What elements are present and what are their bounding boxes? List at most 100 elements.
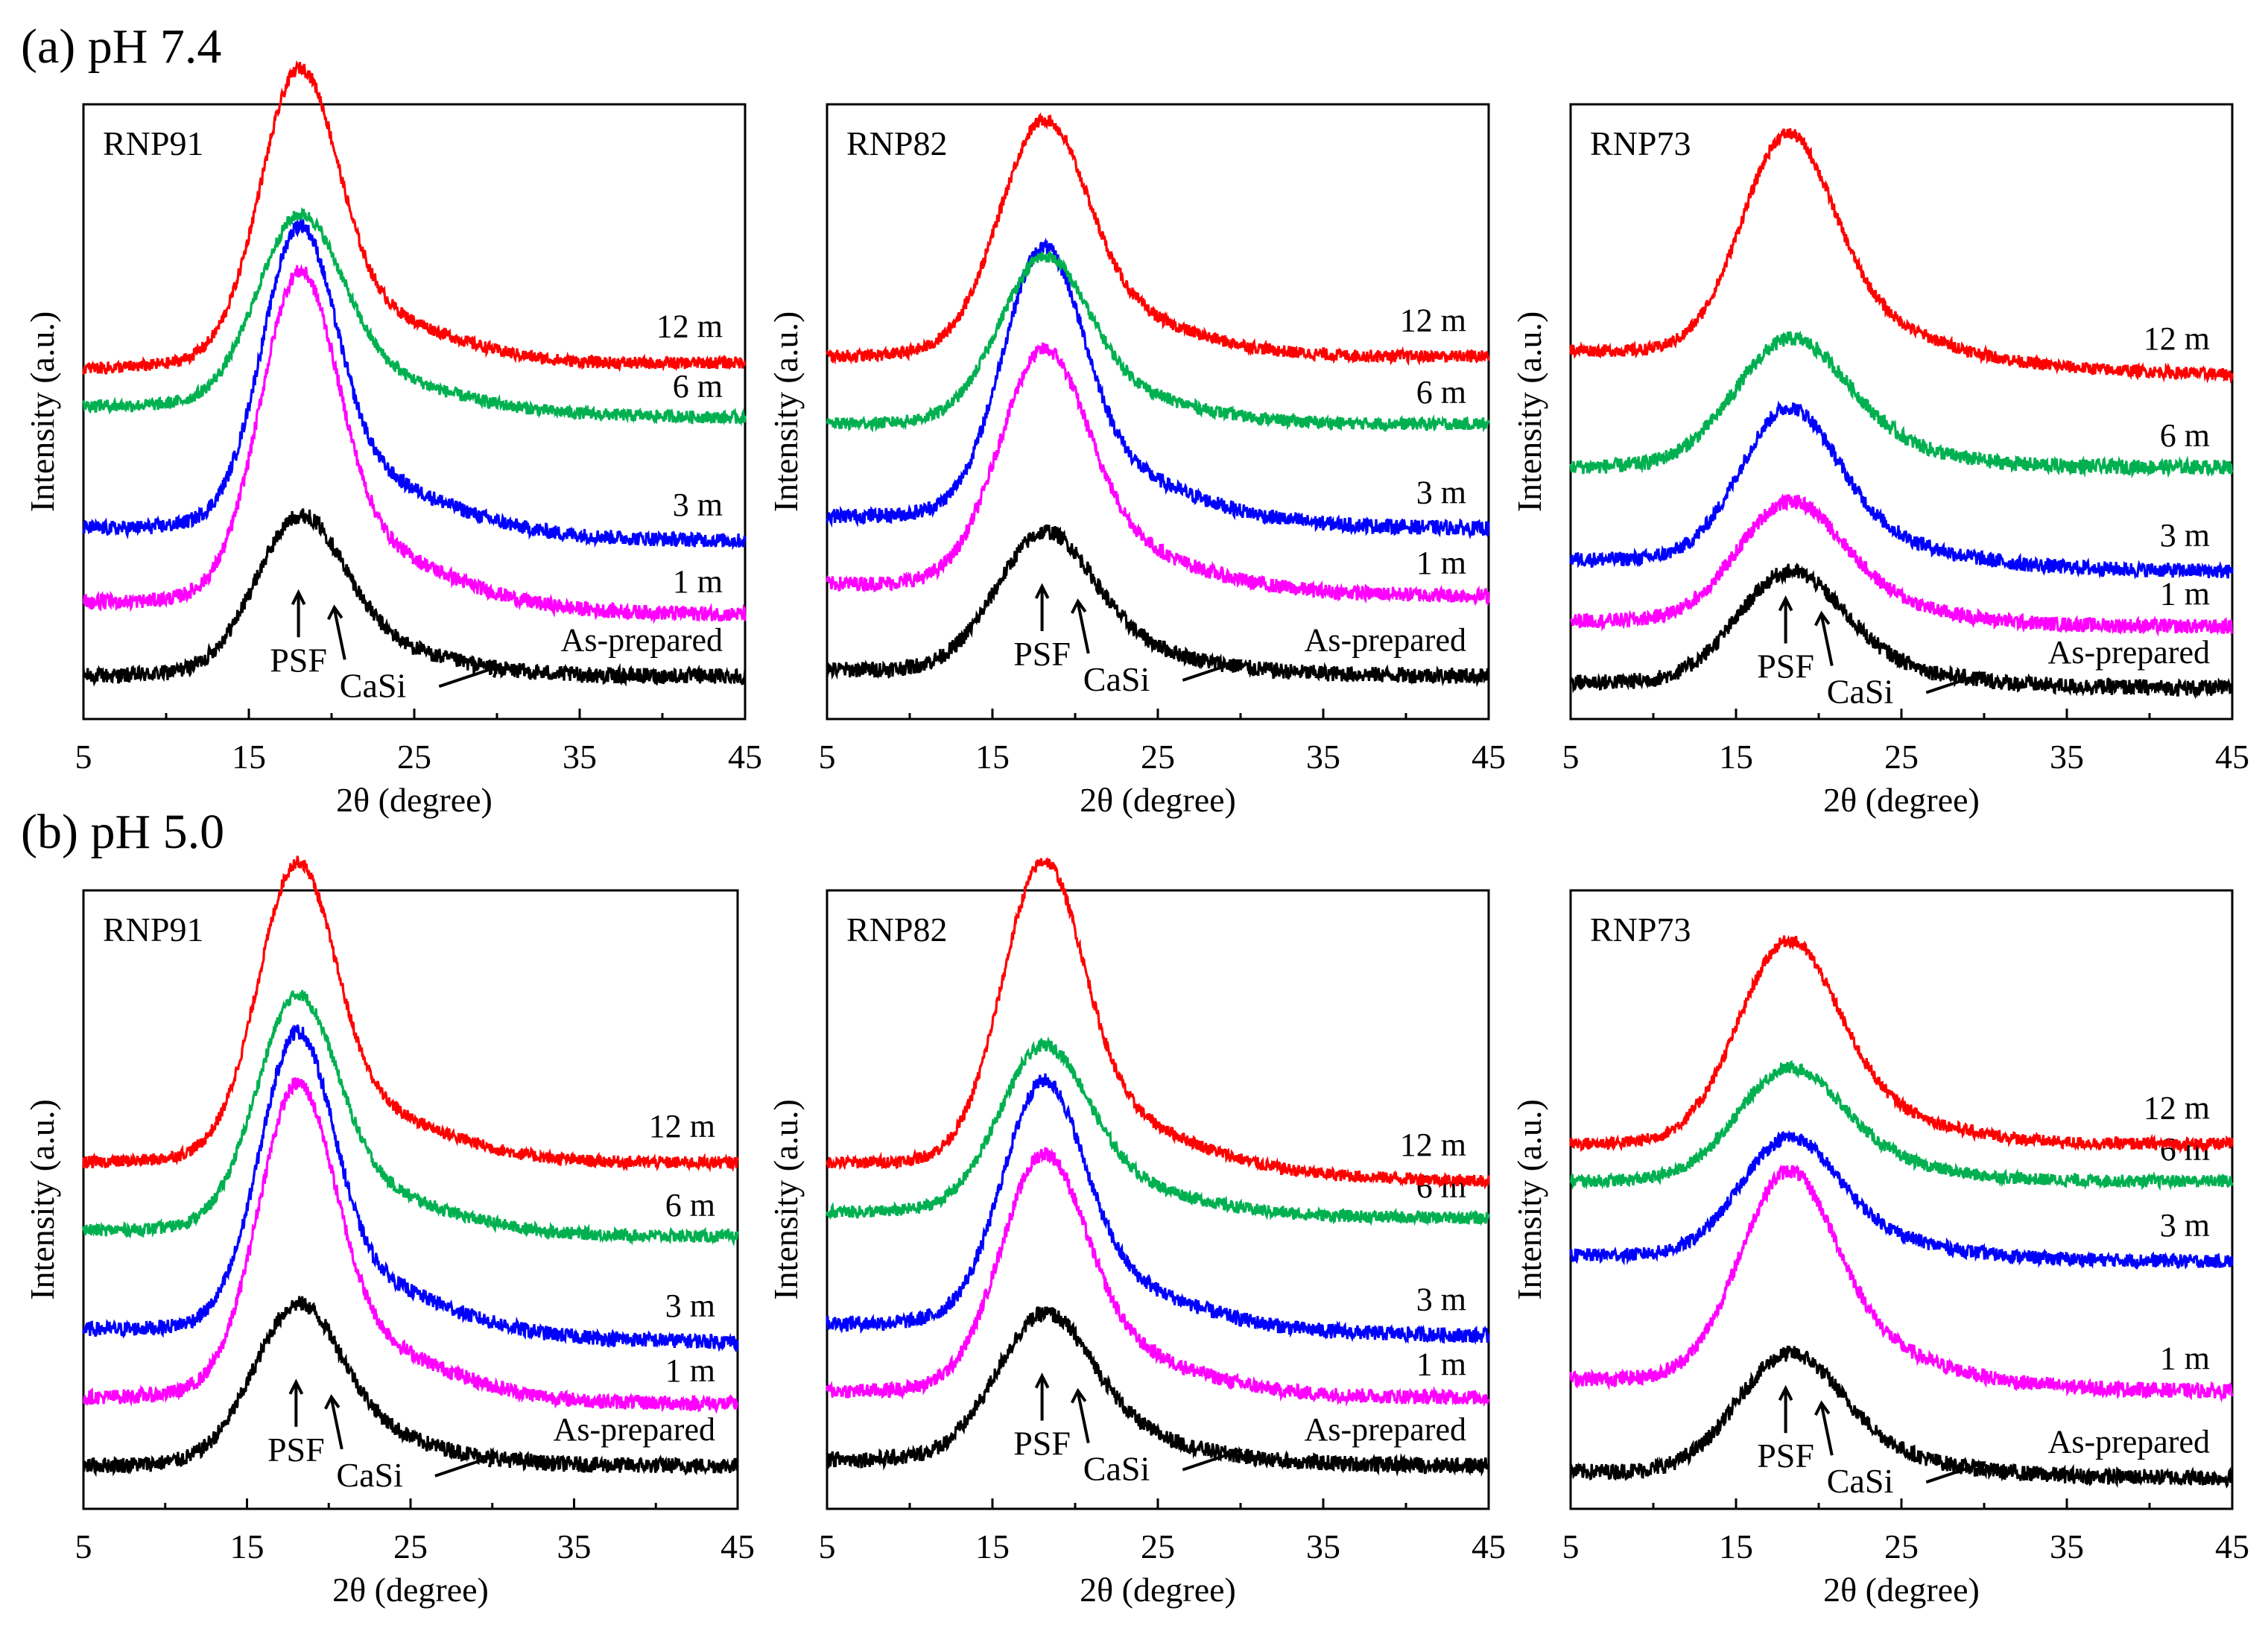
x-tick-label: 45 xyxy=(1472,1527,1506,1565)
y-axis-label: Intensity (a.u.) xyxy=(23,1099,61,1300)
series-label: 12 m xyxy=(2144,320,2210,357)
x-tick-label: 5 xyxy=(819,738,836,776)
series-line-6-m xyxy=(826,1036,1490,1226)
y-axis-label: Intensity (a.u.) xyxy=(1510,1099,1548,1300)
x-tick-label: 15 xyxy=(230,1527,265,1565)
series-line-as-prepared xyxy=(1569,562,2234,700)
series-label: As-prepared xyxy=(2048,634,2210,671)
x-tick-label: 45 xyxy=(1472,738,1506,776)
casi-arrow-short xyxy=(1070,1387,1090,1444)
panel-title: RNP91 xyxy=(103,911,203,949)
series-line-3-m xyxy=(1569,400,2234,580)
series-label: 1 m xyxy=(1416,545,1466,581)
x-tick-label: 15 xyxy=(975,1527,1010,1565)
psf-arrow xyxy=(1778,1384,1793,1434)
series-label: 12 m xyxy=(1400,1127,1466,1163)
psf-arrow xyxy=(288,1378,304,1427)
x-tick-label: 15 xyxy=(975,738,1010,776)
casi-annotation: CaSi xyxy=(1083,1450,1150,1488)
psf-annotation: PSF xyxy=(267,1431,325,1469)
x-tick-label: 45 xyxy=(2215,1527,2249,1565)
x-tick-label: 5 xyxy=(1562,1527,1580,1565)
x-tick-label: 35 xyxy=(563,738,597,776)
panel-title: RNP82 xyxy=(846,124,947,162)
casi-annotation: CaSi xyxy=(1827,673,1893,711)
x-tick-label: 5 xyxy=(819,1527,836,1565)
series-line-6-m xyxy=(1569,1060,2234,1191)
psf-arrow xyxy=(1778,595,1793,644)
series-line-12-m xyxy=(1569,934,2234,1154)
casi-arrow-long xyxy=(1925,671,1986,694)
series-line-3-m xyxy=(826,1073,1490,1346)
casi-annotation: CaSi xyxy=(1083,660,1150,698)
series-line-6-m xyxy=(82,206,747,427)
series-label: 3 m xyxy=(2160,517,2210,554)
xrd-panel-1: 5 15 25 35 45 2θ (degree) Intensity (a.u.) RNP8… xyxy=(767,103,1506,819)
series-line-1-m xyxy=(826,1147,1490,1408)
y-axis-label: Intensity (a.u.) xyxy=(767,311,805,513)
x-tick-label: 45 xyxy=(720,1527,755,1565)
x-tick-label: 35 xyxy=(1306,738,1340,776)
series-label: As-prepared xyxy=(561,621,723,658)
series-label: As-prepared xyxy=(1305,1411,1466,1448)
series-line-as-prepared xyxy=(82,508,747,687)
casi-arrow-long xyxy=(438,665,499,688)
row-a-heading: (a) pH 7.4 xyxy=(21,19,221,74)
series-label: 12 m xyxy=(649,1108,715,1144)
series-label: As-prepared xyxy=(2048,1424,2210,1460)
x-tick-label: 5 xyxy=(75,1527,92,1565)
x-tick-label: 25 xyxy=(1884,738,1919,776)
series-line-1-m xyxy=(82,1077,739,1414)
series-label: 3 m xyxy=(1416,1282,1466,1318)
psf-annotation: PSF xyxy=(1013,1425,1071,1463)
series-line-12-m xyxy=(82,855,739,1173)
casi-annotation: CaSi xyxy=(340,666,406,704)
psf-annotation: PSF xyxy=(1013,635,1071,673)
series-label: 6 m xyxy=(665,1187,715,1223)
casi-arrow-long xyxy=(1925,1461,1986,1484)
series-line-as-prepared xyxy=(826,1305,1490,1478)
casi-arrow-short xyxy=(324,1394,343,1450)
series-line-1-m xyxy=(1569,1164,2234,1403)
series-line-3-m xyxy=(82,217,747,551)
x-tick-label: 25 xyxy=(393,1527,428,1565)
y-axis-label: Intensity (a.u.) xyxy=(1510,311,1548,513)
x-tick-label: 35 xyxy=(2050,1527,2084,1565)
xrd-panel-4: 5 15 25 35 45 2θ (degree) Intensity (a.u.) RNP8… xyxy=(767,856,1506,1609)
series-label: 3 m xyxy=(2160,1207,2210,1244)
psf-arrow xyxy=(291,589,306,638)
series-label: 6 m xyxy=(2160,417,2210,454)
x-tick-label: 35 xyxy=(557,1527,592,1565)
casi-arrow-short xyxy=(1814,610,1834,666)
x-axis-label: 2θ (degree) xyxy=(1080,781,1236,819)
series-line-6-m xyxy=(826,251,1490,433)
panel-title: RNP73 xyxy=(1590,911,1691,949)
psf-annotation: PSF xyxy=(1757,1437,1814,1475)
x-tick-label: 5 xyxy=(75,738,92,776)
series-label: 1 m xyxy=(2160,1340,2210,1376)
casi-arrow-long xyxy=(1182,1448,1243,1472)
series-label: 3 m xyxy=(673,487,723,523)
x-tick-label: 45 xyxy=(2215,738,2249,776)
x-axis-label: 2θ (degree) xyxy=(1823,1571,1980,1609)
series-label: 6 m xyxy=(673,368,723,405)
series-line-3-m xyxy=(82,1024,739,1353)
series-line-as-prepared xyxy=(82,1296,739,1478)
xrd-panel-5: 5 15 25 35 45 2θ (degree) Intensity (a.u.) RNP7… xyxy=(1510,889,2249,1609)
series-line-12-m xyxy=(82,60,747,375)
series-label: 1 m xyxy=(2160,575,2210,612)
psf-annotation: PSF xyxy=(270,641,327,679)
series-label: As-prepared xyxy=(554,1411,715,1448)
row-b-heading: (b) pH 5.0 xyxy=(21,805,224,859)
casi-arrow-short xyxy=(1070,598,1090,654)
x-tick-label: 15 xyxy=(232,738,266,776)
x-axis-label: 2θ (degree) xyxy=(332,1571,489,1609)
series-line-6-m xyxy=(82,990,739,1247)
x-axis-label: 2θ (degree) xyxy=(1823,781,1980,819)
series-line-12-m xyxy=(1569,128,2234,384)
casi-annotation: CaSi xyxy=(1827,1462,1893,1500)
x-tick-label: 35 xyxy=(2050,738,2084,776)
series-line-12-m xyxy=(826,112,1490,367)
psf-annotation: PSF xyxy=(1757,647,1814,685)
